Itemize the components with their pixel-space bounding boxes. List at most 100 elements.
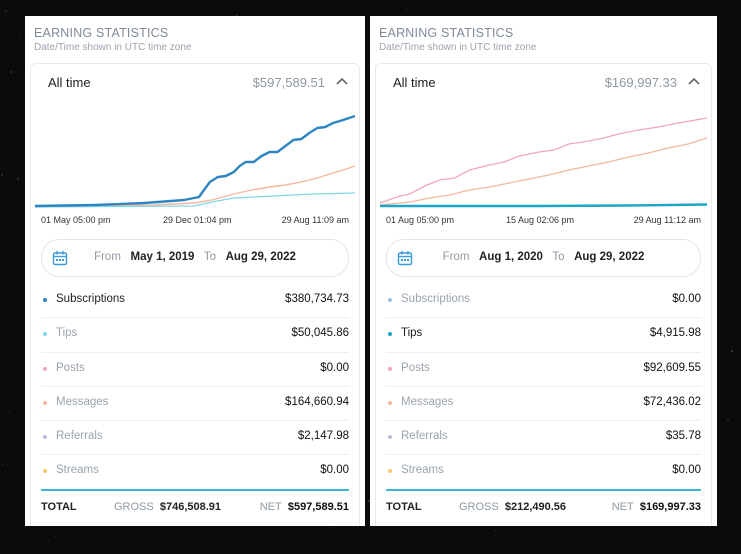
earnings-row-label: Streams xyxy=(56,464,99,477)
range-header[interactable]: All time $169,997.33 xyxy=(376,64,711,100)
statistics-card: All time $169,997.33 01 Aug 05:00 pm 15 … xyxy=(375,63,712,526)
series-tips-line xyxy=(380,203,707,208)
panel-title: EARNING STATISTICS xyxy=(379,26,514,40)
earnings-row[interactable]: Posts $0.00 xyxy=(41,353,349,387)
earnings-row-value: $2,147.98 xyxy=(297,430,349,443)
timezone-note: Date/Time shown in UTC time zone xyxy=(34,42,192,53)
gross-total: GROSS $212,490.56 xyxy=(459,501,567,513)
calendar-icon xyxy=(52,251,68,266)
series-dot-icon xyxy=(43,469,47,474)
x-label: 29 Dec 01:04 pm xyxy=(163,215,232,225)
earnings-row[interactable]: Subscriptions $0.00 xyxy=(386,284,701,319)
earning-statistics-panel-left: EARNING STATISTICS Date/Time shown in UT… xyxy=(25,16,365,526)
from-label: From xyxy=(94,251,121,263)
range-total: $169,997.33 xyxy=(604,75,677,90)
series-messages-line xyxy=(380,137,707,206)
to-date[interactable]: Aug 29, 2022 xyxy=(225,251,296,263)
earnings-row-label: Streams xyxy=(401,464,444,477)
total-label: TOTAL xyxy=(41,501,77,513)
earnings-row-label: Tips xyxy=(56,327,78,340)
series-subscriptions-line xyxy=(35,114,355,208)
earnings-row[interactable]: Messages $72,436.02 xyxy=(386,387,701,422)
x-label: 29 Aug 11:12 am xyxy=(633,215,701,225)
x-label: 29 Aug 11:09 am xyxy=(281,215,349,225)
series-dot-icon xyxy=(43,435,47,440)
earnings-row[interactable]: Streams $0.00 xyxy=(386,455,701,490)
earnings-row-label: Subscriptions xyxy=(56,293,126,305)
earnings-row[interactable]: Referrals $35.78 xyxy=(386,421,701,456)
net-total: NET $169,997.33 xyxy=(611,501,701,513)
range-label: All time xyxy=(48,75,91,90)
earnings-row-label: Referrals xyxy=(401,430,448,443)
from-label: From xyxy=(442,251,470,263)
range-header[interactable]: All time $597,589.51 xyxy=(31,64,359,100)
earnings-row-label: Messages xyxy=(401,395,454,408)
gross-total: GROSS $746,508.91 xyxy=(114,501,222,513)
earnings-row-label: Subscriptions xyxy=(401,293,471,305)
timezone-note: Date/Time shown in UTC time zone xyxy=(379,42,537,53)
to-label: To xyxy=(203,251,216,263)
chevron-up-icon[interactable] xyxy=(335,76,349,86)
series-dot-icon xyxy=(388,400,392,405)
x-axis-labels: 01 Aug 05:00 pm 15 Aug 02:06 pm 29 Aug 1… xyxy=(386,215,707,229)
to-label: To xyxy=(552,251,565,263)
earnings-row[interactable]: Streams $0.00 xyxy=(41,455,349,490)
earnings-row-value: $35.78 xyxy=(665,430,701,443)
earnings-chart xyxy=(35,110,355,210)
earnings-row-label: Posts xyxy=(56,361,85,374)
series-dot-icon xyxy=(43,298,47,302)
earnings-row-value: $72,436.02 xyxy=(643,395,701,408)
earnings-row-value: $0.00 xyxy=(320,464,349,477)
panel-title: EARNING STATISTICS xyxy=(34,26,169,40)
earnings-row-label: Messages xyxy=(56,395,109,408)
x-label: 01 Aug 05:00 pm xyxy=(386,215,455,225)
earnings-row[interactable]: Tips $50,045.86 xyxy=(41,318,349,353)
series-dot-icon xyxy=(388,366,392,371)
series-dot-icon xyxy=(43,332,47,337)
series-dot-icon xyxy=(388,332,392,337)
total-label: TOTAL xyxy=(386,501,422,513)
earnings-row[interactable]: Messages $164,660.94 xyxy=(41,387,349,422)
series-dot-icon xyxy=(43,366,47,371)
total-row: TOTAL GROSS $212,490.56 NET $169,997.33 xyxy=(386,489,701,519)
chevron-up-icon[interactable] xyxy=(687,76,701,86)
earnings-breakdown: Subscriptions $380,734.73 Tips $50,045.86 Po… xyxy=(41,284,349,490)
calendar-icon xyxy=(397,251,413,266)
from-date[interactable]: May 1, 2019 xyxy=(130,251,195,263)
range-total: $597,589.51 xyxy=(252,75,325,90)
earnings-row-value: $50,045.86 xyxy=(291,327,349,340)
date-range-picker[interactable]: From May 1, 2019 To Aug 29, 2022 xyxy=(41,239,349,277)
date-range-picker[interactable]: From Aug 1, 2020 To Aug 29, 2022 xyxy=(386,239,701,277)
earnings-row[interactable]: Tips $4,915.98 xyxy=(386,318,701,353)
earnings-row-value: $4,915.98 xyxy=(649,327,701,340)
to-date[interactable]: Aug 29, 2022 xyxy=(574,251,645,263)
net-total: NET $597,589.51 xyxy=(259,501,349,513)
earnings-row-value: $92,609.55 xyxy=(643,361,701,374)
series-dot-icon xyxy=(388,435,392,440)
range-label: All time xyxy=(393,75,436,90)
series-dot-icon xyxy=(43,400,47,405)
series-messages-line xyxy=(35,165,355,207)
x-label: 01 May 05:00 pm xyxy=(41,215,111,225)
series-dot-icon xyxy=(388,469,392,474)
series-dot-icon xyxy=(388,298,392,302)
earnings-row-label: Posts xyxy=(401,361,430,374)
total-row: TOTAL GROSS $746,508.91 NET $597,589.51 xyxy=(41,489,349,519)
earnings-row-value: $380,734.73 xyxy=(285,293,349,305)
earnings-row-label: Referrals xyxy=(56,430,103,443)
earnings-row-value: $164,660.94 xyxy=(285,395,349,408)
earnings-row[interactable]: Posts $92,609.55 xyxy=(386,353,701,387)
earnings-row-value: $0.00 xyxy=(672,293,701,305)
series-posts-line xyxy=(380,117,707,204)
earnings-row-label: Tips xyxy=(401,327,423,340)
x-axis-labels: 01 May 05:00 pm 29 Dec 01:04 pm 29 Aug 1… xyxy=(41,215,355,229)
earning-statistics-panel-right: EARNING STATISTICS Date/Time shown in UT… xyxy=(370,16,717,526)
earnings-breakdown: Subscriptions $0.00 Tips $4,915.98 Posts $92,… xyxy=(386,284,701,490)
x-label: 15 Aug 02:06 pm xyxy=(506,215,575,225)
series-tips-line xyxy=(35,192,355,208)
earnings-row[interactable]: Referrals $2,147.98 xyxy=(41,421,349,456)
earnings-row-value: $0.00 xyxy=(320,361,349,374)
earnings-row[interactable]: Subscriptions $380,734.73 xyxy=(41,284,349,319)
statistics-card: All time $597,589.51 01 May 05:00 pm 29 … xyxy=(30,63,360,526)
from-date[interactable]: Aug 1, 2020 xyxy=(479,251,543,263)
